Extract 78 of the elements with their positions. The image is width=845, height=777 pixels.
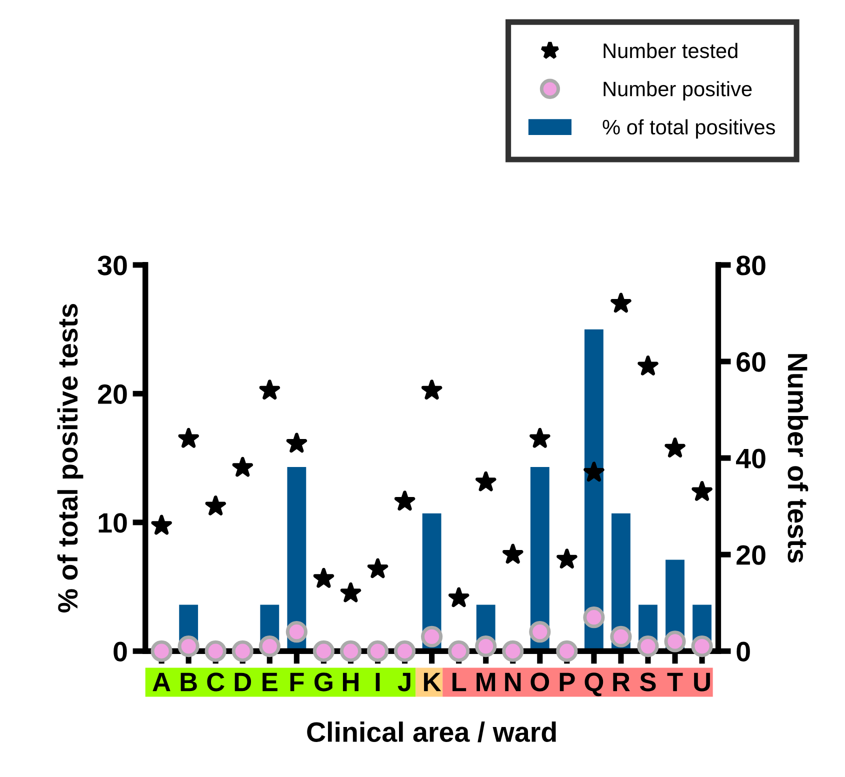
point — [448, 640, 470, 662]
y-tick-label: 10 — [98, 513, 127, 533]
x-tick-label: F — [290, 672, 304, 692]
point — [150, 640, 172, 662]
point — [637, 636, 659, 658]
point — [502, 640, 524, 662]
point — [286, 621, 308, 643]
point — [394, 490, 416, 511]
x-tick-label: U — [694, 672, 710, 692]
point — [530, 428, 550, 448]
point — [664, 438, 686, 458]
y-tick-label: 30 — [98, 256, 127, 276]
point — [502, 544, 524, 564]
point — [692, 481, 712, 501]
point — [448, 587, 470, 608]
point — [367, 558, 388, 578]
point — [178, 636, 200, 658]
x-tick-label: A — [152, 672, 170, 692]
point — [638, 356, 658, 376]
point — [204, 640, 226, 662]
point — [556, 548, 578, 568]
x-tick-label: D — [234, 672, 252, 692]
y2-tick-label: 40 — [736, 448, 766, 468]
point — [258, 636, 280, 658]
x-tick-label: H — [342, 672, 358, 692]
point — [691, 636, 713, 658]
x-tick-label: S — [640, 672, 656, 692]
legend-label: Number positive — [604, 81, 752, 100]
x-tick-label: C — [207, 672, 224, 692]
legend-label: Number tested — [604, 42, 738, 58]
x-tick-label: R — [613, 672, 630, 692]
point — [529, 621, 551, 643]
x-tick-label: M — [476, 672, 496, 692]
x-tick-label: Q — [584, 672, 604, 696]
y2-axis-title: Number of tests — [788, 354, 808, 563]
y-tick-label: 20 — [98, 384, 127, 404]
point — [556, 640, 578, 662]
point — [583, 606, 605, 628]
point — [664, 630, 686, 652]
point — [475, 471, 496, 492]
x-tick-label: P — [560, 672, 575, 692]
point — [421, 626, 443, 648]
x-tick-label: E — [262, 672, 278, 692]
x-tick-label: I — [376, 672, 380, 692]
point — [340, 640, 362, 662]
point — [151, 514, 172, 535]
x-tick-label: T — [667, 672, 683, 692]
x-axis-title: Clinical area / ward — [307, 722, 556, 742]
y2-tick-label: 80 — [736, 256, 766, 276]
point — [312, 640, 334, 662]
point — [232, 456, 253, 477]
y-tick-label: 0 — [114, 642, 127, 662]
point — [584, 462, 604, 482]
point — [205, 496, 226, 516]
x-tick-label: O — [530, 672, 550, 692]
point — [286, 432, 308, 453]
legend-label: % of total positives — [602, 119, 775, 139]
y2-tick-label: 0 — [736, 642, 750, 662]
point — [610, 292, 632, 313]
x-tick-label: K — [424, 672, 442, 692]
point — [313, 568, 334, 588]
x-tick-label: B — [180, 672, 197, 692]
point — [366, 640, 389, 662]
y2-tick-label: 20 — [736, 545, 766, 565]
point — [394, 640, 416, 662]
point — [610, 626, 632, 648]
point — [178, 428, 199, 448]
x-tick-label: G — [314, 672, 332, 692]
x-tick-label: J — [398, 672, 410, 692]
y2-tick-label: 60 — [736, 352, 766, 372]
x-tick-label: L — [452, 672, 466, 692]
x-tick-label: N — [505, 672, 521, 692]
point — [421, 380, 442, 400]
point — [232, 640, 254, 662]
point — [475, 636, 497, 658]
point — [340, 582, 362, 602]
y-axis-title: % of total positive tests — [57, 304, 84, 612]
point — [259, 380, 280, 400]
